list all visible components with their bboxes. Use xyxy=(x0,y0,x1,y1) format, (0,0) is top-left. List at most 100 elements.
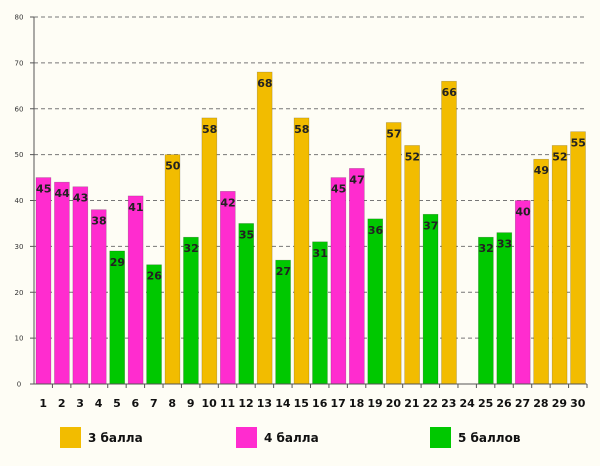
data-label: 49 xyxy=(534,164,549,177)
x-tick-label: 7 xyxy=(150,397,158,410)
x-tick-label: 25 xyxy=(478,397,493,410)
bar xyxy=(238,223,254,385)
bar xyxy=(35,177,52,385)
bar xyxy=(293,117,310,385)
bar xyxy=(349,168,365,385)
x-tick-label: 18 xyxy=(349,397,364,410)
data-label: 40 xyxy=(515,206,531,219)
bar xyxy=(367,218,384,385)
bar xyxy=(570,131,586,385)
legend-label: 5 баллов xyxy=(458,431,521,445)
data-label: 47 xyxy=(349,173,364,186)
data-label: 35 xyxy=(239,228,254,241)
data-label: 26 xyxy=(147,270,163,283)
bar xyxy=(201,117,218,385)
legend-swatch xyxy=(60,427,81,448)
bar xyxy=(330,177,347,385)
bar xyxy=(164,154,181,385)
x-tick-label: 16 xyxy=(312,397,328,410)
x-tick-label: 26 xyxy=(496,397,512,410)
x-tick-label: 28 xyxy=(533,397,548,410)
x-tick-label: 21 xyxy=(404,397,419,410)
y-tick-label: 20 xyxy=(15,289,24,297)
bar xyxy=(533,158,549,385)
x-tick-label: 17 xyxy=(330,397,345,410)
data-label: 45 xyxy=(36,183,51,196)
bar xyxy=(109,250,125,385)
data-label: 52 xyxy=(552,150,567,163)
x-tick-label: 19 xyxy=(367,397,382,410)
data-label: 37 xyxy=(423,219,438,232)
data-label: 27 xyxy=(276,265,291,278)
data-label: 31 xyxy=(313,247,328,260)
x-tick-label: 23 xyxy=(441,397,456,410)
bar xyxy=(496,232,513,385)
x-tick-label: 1 xyxy=(39,397,47,410)
data-label: 36 xyxy=(368,224,384,237)
data-label: 66 xyxy=(442,86,458,99)
data-label: 42 xyxy=(220,196,235,209)
bar xyxy=(514,200,531,385)
bar xyxy=(441,80,457,385)
x-tick-label: 14 xyxy=(275,397,291,410)
data-label: 32 xyxy=(184,242,199,255)
x-tick-label: 11 xyxy=(220,397,235,410)
y-tick-label: 50 xyxy=(15,151,24,159)
bar xyxy=(127,195,144,385)
y-tick-label: 80 xyxy=(15,14,24,22)
x-tick-label: 12 xyxy=(238,397,253,410)
bar xyxy=(312,241,328,385)
data-label: 58 xyxy=(202,123,217,136)
bar xyxy=(183,236,199,385)
x-tick-label: 2 xyxy=(58,397,66,410)
bar xyxy=(385,122,402,385)
bar xyxy=(91,209,107,385)
bar xyxy=(422,213,439,385)
y-tick-label: 40 xyxy=(15,197,24,205)
x-tick-label: 5 xyxy=(113,397,121,410)
y-tick-label: 30 xyxy=(15,243,24,251)
bar xyxy=(478,236,494,385)
bar xyxy=(220,191,236,385)
data-label: 32 xyxy=(478,242,493,255)
x-tick-label: 3 xyxy=(76,397,84,410)
y-tick-label: 60 xyxy=(15,105,24,113)
bar xyxy=(404,145,420,385)
data-label: 41 xyxy=(128,201,143,214)
legend-label: 3 балла xyxy=(88,431,143,445)
legend-swatch xyxy=(236,427,257,448)
bar xyxy=(551,145,568,385)
data-label: 57 xyxy=(386,128,401,141)
legend-swatch xyxy=(430,427,451,448)
data-label: 52 xyxy=(405,150,420,163)
data-label: 45 xyxy=(331,183,346,196)
x-tick-label: 24 xyxy=(460,397,476,410)
bar xyxy=(54,181,70,385)
data-label: 55 xyxy=(571,137,586,150)
y-tick-label: 0 xyxy=(17,381,21,389)
data-label: 50 xyxy=(165,160,181,173)
data-label: 58 xyxy=(294,123,309,136)
data-label: 38 xyxy=(91,215,106,228)
x-tick-label: 22 xyxy=(423,397,438,410)
y-tick-label: 70 xyxy=(15,59,24,67)
x-tick-label: 6 xyxy=(132,397,140,410)
x-tick-label: 8 xyxy=(168,397,176,410)
x-tick-label: 30 xyxy=(570,397,586,410)
data-label: 43 xyxy=(73,192,88,205)
x-tick-label: 13 xyxy=(257,397,272,410)
y-tick-label: 10 xyxy=(15,335,24,343)
x-tick-label: 10 xyxy=(201,397,217,410)
x-tick-label: 29 xyxy=(552,397,567,410)
x-tick-label: 27 xyxy=(515,397,530,410)
data-label: 29 xyxy=(110,256,125,269)
bar xyxy=(72,186,89,385)
x-tick-label: 4 xyxy=(95,397,103,410)
bar xyxy=(256,71,273,385)
data-label: 44 xyxy=(54,187,70,200)
data-label: 68 xyxy=(257,77,272,90)
data-label: 33 xyxy=(497,238,512,251)
legend-label: 4 балла xyxy=(264,431,319,445)
x-tick-label: 20 xyxy=(386,397,402,410)
